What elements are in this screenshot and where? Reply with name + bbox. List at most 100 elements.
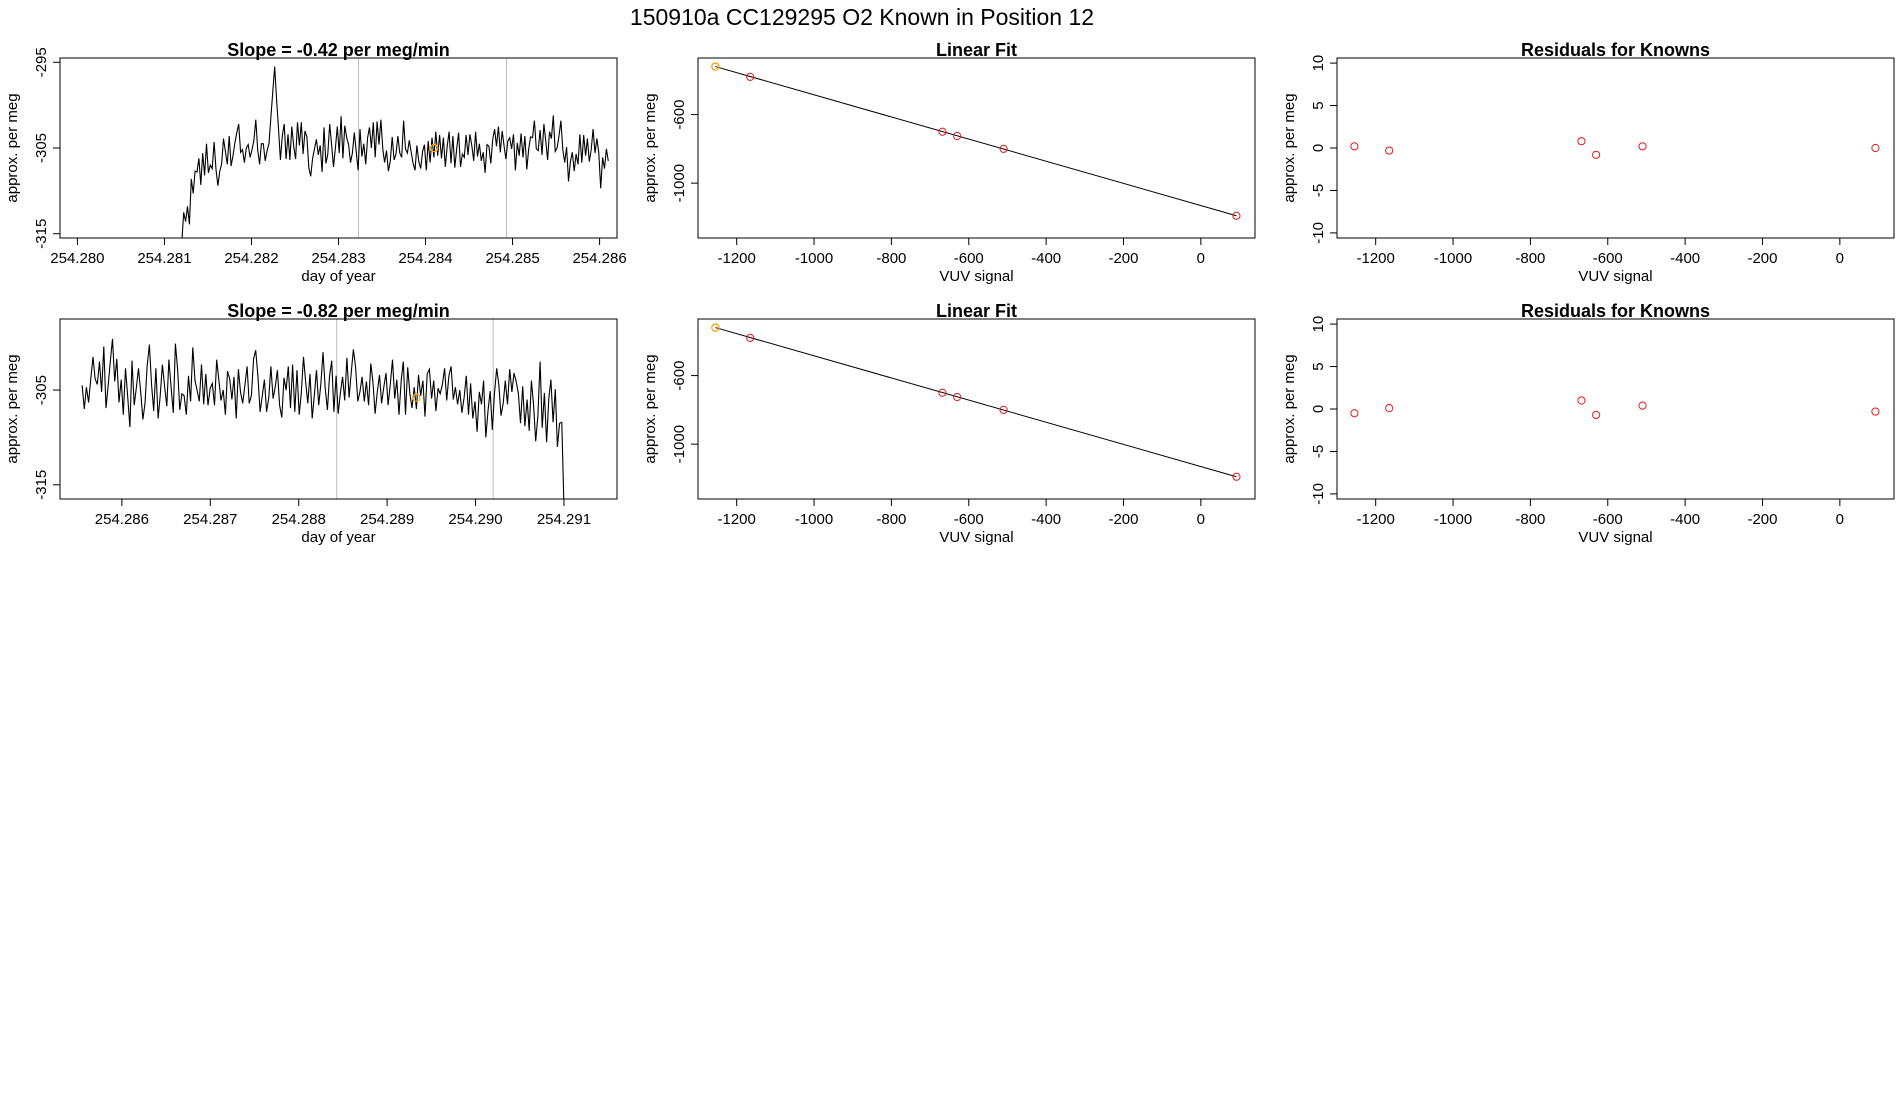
data-point bbox=[1577, 396, 1586, 405]
panel-title: Linear Fit bbox=[936, 40, 1017, 60]
data-point bbox=[953, 392, 962, 402]
x-tick-label: -600 bbox=[954, 250, 984, 267]
x-tick-label: 0 bbox=[1197, 250, 1205, 267]
x-tick-label: 254.287 bbox=[183, 511, 237, 528]
y-axis-label: approx. per meg bbox=[4, 354, 21, 463]
plot-frame bbox=[59, 318, 618, 500]
x-tick-label: -1200 bbox=[717, 250, 755, 267]
y-tick-label: -10 bbox=[1310, 222, 1327, 244]
data-point bbox=[1385, 146, 1394, 155]
x-tick-label: 254.283 bbox=[311, 250, 365, 267]
data-point bbox=[1638, 142, 1647, 151]
panel-title: Linear Fit bbox=[936, 301, 1017, 321]
y-tick-label: 0 bbox=[1310, 144, 1327, 152]
x-axis-label: day of year bbox=[301, 529, 375, 546]
x-tick-label: -200 bbox=[1108, 511, 1138, 528]
data-point bbox=[999, 405, 1008, 414]
x-tick-label: 254.282 bbox=[224, 250, 278, 267]
data-point bbox=[938, 388, 947, 397]
y-axis-label: approx. per meg bbox=[1281, 93, 1298, 202]
x-tick-label: 0 bbox=[1836, 250, 1844, 267]
x-tick-label: -800 bbox=[876, 250, 906, 267]
data-point bbox=[938, 127, 947, 136]
x-tick-label: -200 bbox=[1747, 511, 1777, 528]
x-tick-label: -1000 bbox=[1434, 250, 1472, 267]
y-axis-label: approx. per meg bbox=[4, 93, 21, 202]
y-axis-label: approx. per meg bbox=[642, 354, 659, 463]
x-tick-label: -800 bbox=[876, 511, 906, 528]
panel-ts2: Slope = -0.82 per meg/min 254.286 254.287 2… bbox=[4, 301, 618, 546]
data-point bbox=[1385, 404, 1394, 413]
data-trace bbox=[81, 338, 565, 499]
plot-area bbox=[1350, 396, 1880, 420]
x-tick-label: -600 bbox=[1593, 511, 1623, 528]
x-tick-label: 254.281 bbox=[137, 250, 191, 267]
plot-area bbox=[711, 323, 1241, 481]
data-point bbox=[1232, 211, 1241, 220]
panel-title: Slope = -0.82 per meg/min bbox=[227, 301, 450, 321]
data-point bbox=[746, 72, 755, 81]
y-axis-label: approx. per meg bbox=[642, 93, 659, 202]
plot-area bbox=[1350, 137, 1880, 159]
y-tick-label: -315 bbox=[33, 219, 50, 249]
x-tick-label: 254.285 bbox=[485, 250, 539, 267]
plot-area bbox=[711, 62, 1241, 220]
y-tick-label: -1000 bbox=[671, 164, 688, 202]
x-tick-label: 0 bbox=[1197, 511, 1205, 528]
x-tick-label: -1200 bbox=[717, 511, 755, 528]
fit-line bbox=[715, 327, 1237, 478]
x-tick-label: -1000 bbox=[795, 511, 833, 528]
x-tick-label: -600 bbox=[1593, 250, 1623, 267]
x-tick-label: 254.280 bbox=[50, 250, 104, 267]
panel-title: Residuals for Knowns bbox=[1521, 301, 1710, 321]
data-point bbox=[746, 333, 755, 342]
data-point bbox=[1232, 472, 1241, 481]
x-tick-label: 0 bbox=[1836, 511, 1844, 528]
highlight-point bbox=[412, 393, 421, 402]
y-tick-label: -600 bbox=[671, 100, 688, 130]
data-point bbox=[1638, 401, 1647, 410]
plot-frame bbox=[59, 57, 618, 239]
x-axis-label: VUV signal bbox=[939, 268, 1013, 285]
x-tick-label: -400 bbox=[1670, 250, 1700, 267]
x-tick-label: 254.289 bbox=[360, 511, 414, 528]
data-point bbox=[1350, 409, 1359, 418]
x-tick-label: 254.291 bbox=[537, 511, 591, 528]
x-tick-label: -200 bbox=[1108, 250, 1138, 267]
highlight-point bbox=[711, 323, 720, 332]
x-tick-label: -1200 bbox=[1356, 250, 1394, 267]
figure-title: 150910a CC129295 O2 Known in Position 12 bbox=[630, 4, 1094, 30]
plot-frame bbox=[1336, 318, 1895, 500]
plot-area bbox=[81, 338, 565, 499]
data-point bbox=[953, 131, 962, 141]
y-tick-label: 0 bbox=[1310, 405, 1327, 413]
x-tick-label: -600 bbox=[954, 511, 984, 528]
data-point bbox=[1577, 137, 1586, 146]
panel-title: Slope = -0.42 per meg/min bbox=[227, 40, 450, 60]
x-tick-label: -800 bbox=[1515, 250, 1545, 267]
plot-frame bbox=[697, 318, 1256, 500]
data-point bbox=[1592, 150, 1601, 159]
y-tick-label: -1000 bbox=[671, 425, 688, 463]
panel-res1: Residuals for Knowns-1200 -1000 -800 -600 -4… bbox=[1281, 40, 1895, 285]
data-point bbox=[1350, 142, 1359, 151]
data-point bbox=[1871, 407, 1880, 416]
panel-res2: Residuals for Knowns-1200 -1000 -800 -600 -4… bbox=[1281, 301, 1895, 546]
data-point bbox=[1592, 410, 1601, 420]
y-tick-label: 10 bbox=[1310, 55, 1327, 72]
data-point bbox=[999, 144, 1008, 153]
panel-ts1: Slope = -0.42 per meg/min 254.280 254.281 2… bbox=[4, 40, 627, 285]
x-axis-label: VUV signal bbox=[1578, 529, 1652, 546]
y-tick-label: -10 bbox=[1310, 483, 1327, 505]
x-tick-label: -1000 bbox=[1434, 511, 1472, 528]
y-axis-label: approx. per meg bbox=[1281, 354, 1298, 463]
data-point bbox=[1871, 143, 1880, 153]
fit-line bbox=[715, 66, 1237, 217]
panel-fit2: Linear Fit -1200 -1000 -800 -600 -400 -200 0 -10… bbox=[642, 301, 1256, 546]
x-tick-label: -400 bbox=[1670, 511, 1700, 528]
x-tick-label: 254.286 bbox=[95, 511, 149, 528]
x-tick-label: 254.286 bbox=[572, 250, 626, 267]
y-tick-label: 10 bbox=[1310, 316, 1327, 333]
x-axis-label: VUV signal bbox=[1578, 268, 1652, 285]
